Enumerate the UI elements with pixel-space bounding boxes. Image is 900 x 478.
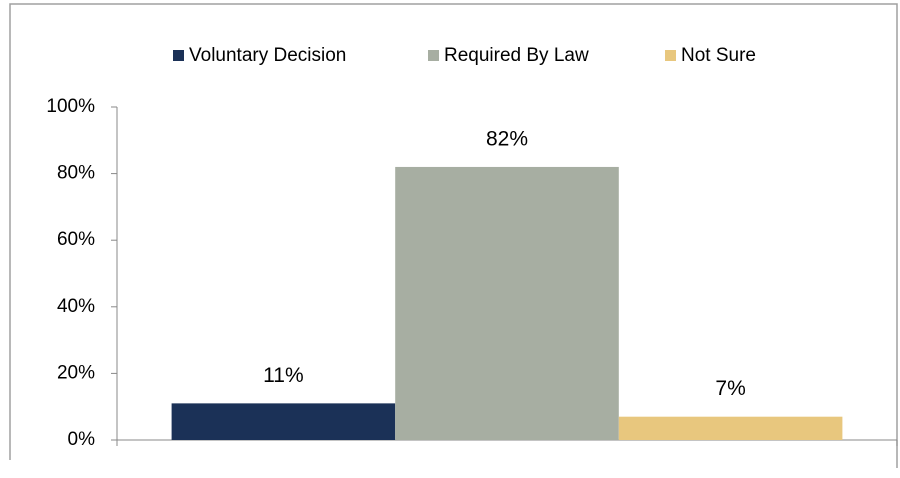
data-label: 7% (715, 377, 745, 400)
legend-marker (173, 50, 184, 61)
chart-border (9, 3, 898, 468)
legend-label: Not Sure (681, 45, 756, 66)
legend-marker (428, 50, 439, 61)
bar (618, 416, 843, 440)
legend-label: Required By Law (444, 45, 589, 66)
y-tick-label: 0% (68, 429, 96, 450)
legend-marker (665, 50, 676, 61)
y-tick-label: 80% (57, 163, 95, 184)
bar (171, 403, 396, 440)
y-tick-label: 40% (57, 296, 95, 317)
data-label: 11% (263, 364, 303, 387)
y-tick-label: 20% (57, 362, 95, 383)
bar (395, 166, 619, 440)
y-tick-label: 100% (46, 96, 95, 117)
legend-label: Voluntary Decision (189, 45, 346, 66)
y-tick-label: 60% (57, 229, 95, 250)
data-label: 82% (486, 127, 528, 150)
